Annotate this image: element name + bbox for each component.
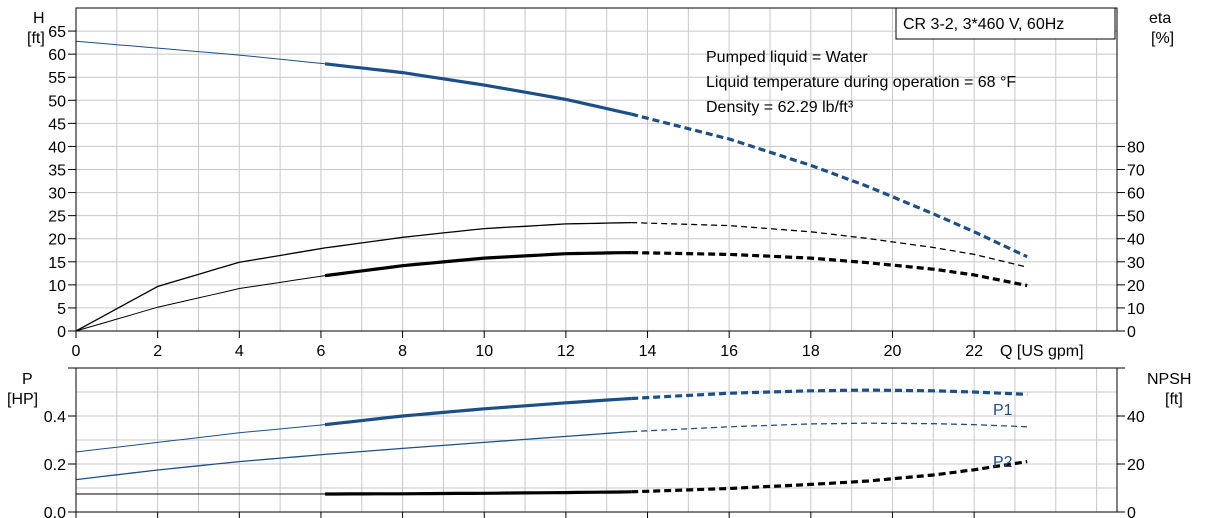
y-left-top-unit: [ft] (27, 30, 45, 47)
note-liquid: Pumped liquid = Water (706, 49, 868, 66)
top-left-tick-label: 40 (48, 139, 66, 156)
series-label-p2: P2 (993, 454, 1013, 471)
top-series-2-solid (324, 251, 632, 278)
y-right-bottom-unit: [ft] (1165, 391, 1183, 408)
top-curves (75, 40, 1028, 332)
y-right-bottom-title: NPSH (1147, 371, 1191, 388)
top-left-tick-label: 30 (48, 186, 66, 203)
top-left-tick-label: 20 (48, 232, 66, 249)
top-x-tick-label: 6 (316, 343, 325, 360)
top-left-tick-label: 50 (48, 93, 66, 110)
note-temperature: Liquid temperature during operation = 68… (706, 74, 1016, 91)
top-series-0-dashed (630, 112, 1028, 259)
title-box (895, 7, 1116, 40)
x-axis-title: Q [US gpm] (1000, 343, 1084, 360)
bottom-series-1-dashed (631, 422, 1028, 433)
series-label-p1: P1 (993, 402, 1013, 419)
bottom-curves (75, 388, 1028, 496)
top-x-tick-label: 12 (557, 343, 575, 360)
y-right-top-title: eta (1149, 10, 1171, 27)
top-left-tick-label: 65 (48, 24, 66, 41)
top-series-2-dashed (631, 251, 1028, 288)
top-left-tick-label: 5 (57, 301, 66, 318)
top-right-tick-label: 10 (1127, 301, 1145, 318)
top-series-2-thin (75, 275, 326, 332)
y-right-top-unit: [%] (1151, 30, 1174, 47)
y-left-bottom-unit: [HP] (7, 391, 38, 408)
axes: 0510152025303540455055606501020304050607… (44, 7, 1145, 518)
y-left-top-title: H (33, 10, 45, 27)
top-right-tick-label: 80 (1127, 139, 1145, 156)
top-x-tick-label: 4 (235, 343, 244, 360)
top-right-tick-label: 20 (1127, 278, 1145, 295)
note-density: Density = 62.29 lb/ft³ (706, 99, 854, 116)
top-right-tick-label: 40 (1127, 232, 1145, 249)
top-right-tick-label: 60 (1127, 186, 1145, 203)
top-right-tick-label: 0 (1127, 324, 1136, 341)
bottom-right-tick-label: 40 (1127, 409, 1145, 426)
top-grid (76, 8, 1117, 331)
top-x-tick-label: 8 (398, 343, 407, 360)
bottom-series-0-solid (324, 396, 632, 427)
top-left-tick-label: 45 (48, 116, 66, 133)
top-left-tick-label: 0 (57, 324, 66, 341)
top-x-tick-label: 10 (475, 343, 493, 360)
top-x-tick-label: 22 (965, 343, 983, 360)
y-left-bottom-title: P (22, 371, 33, 388)
top-x-tick-label: 0 (72, 343, 81, 360)
top-right-tick-label: 50 (1127, 209, 1145, 226)
bottom-left-tick-label: 0.4 (44, 409, 66, 426)
bottom-series-0-dashed (631, 388, 1028, 401)
top-x-tick-label: 18 (802, 343, 820, 360)
top-left-tick-label: 35 (48, 163, 66, 180)
bottom-series-0-thin (75, 424, 326, 453)
top-right-tick-label: 30 (1127, 255, 1145, 272)
bottom-series-2-dashed (631, 460, 1028, 494)
bottom-right-tick-label: 0 (1127, 505, 1136, 518)
bottom-series-1-solid (75, 430, 632, 481)
top-left-tick-label: 10 (48, 278, 66, 295)
top-left-tick-label: 15 (48, 255, 66, 272)
bottom-left-tick-label: 0.2 (44, 457, 66, 474)
top-right-tick-label: 70 (1127, 163, 1145, 180)
top-left-tick-label: 55 (48, 70, 66, 87)
bottom-grid (76, 368, 1117, 512)
top-x-tick-label: 16 (720, 343, 738, 360)
bottom-right-tick-label: 20 (1127, 457, 1145, 474)
top-series-0-thin (75, 40, 326, 65)
bottom-frame (75, 367, 1118, 513)
top-x-tick-label: 20 (884, 343, 902, 360)
top-series-1-solid (75, 221, 632, 332)
top-x-tick-label: 14 (639, 343, 657, 360)
top-left-tick-label: 60 (48, 47, 66, 64)
top-series-0-solid (324, 62, 632, 116)
top-series-1-dashed (631, 221, 1028, 268)
top-x-tick-label: 2 (153, 343, 162, 360)
bottom-series-2-solid (325, 490, 632, 496)
chart-title: CR 3-2, 3*460 V, 60Hz (903, 16, 1064, 33)
top-left-tick-label: 25 (48, 209, 66, 226)
bottom-left-tick-label: 0.0 (44, 505, 66, 518)
